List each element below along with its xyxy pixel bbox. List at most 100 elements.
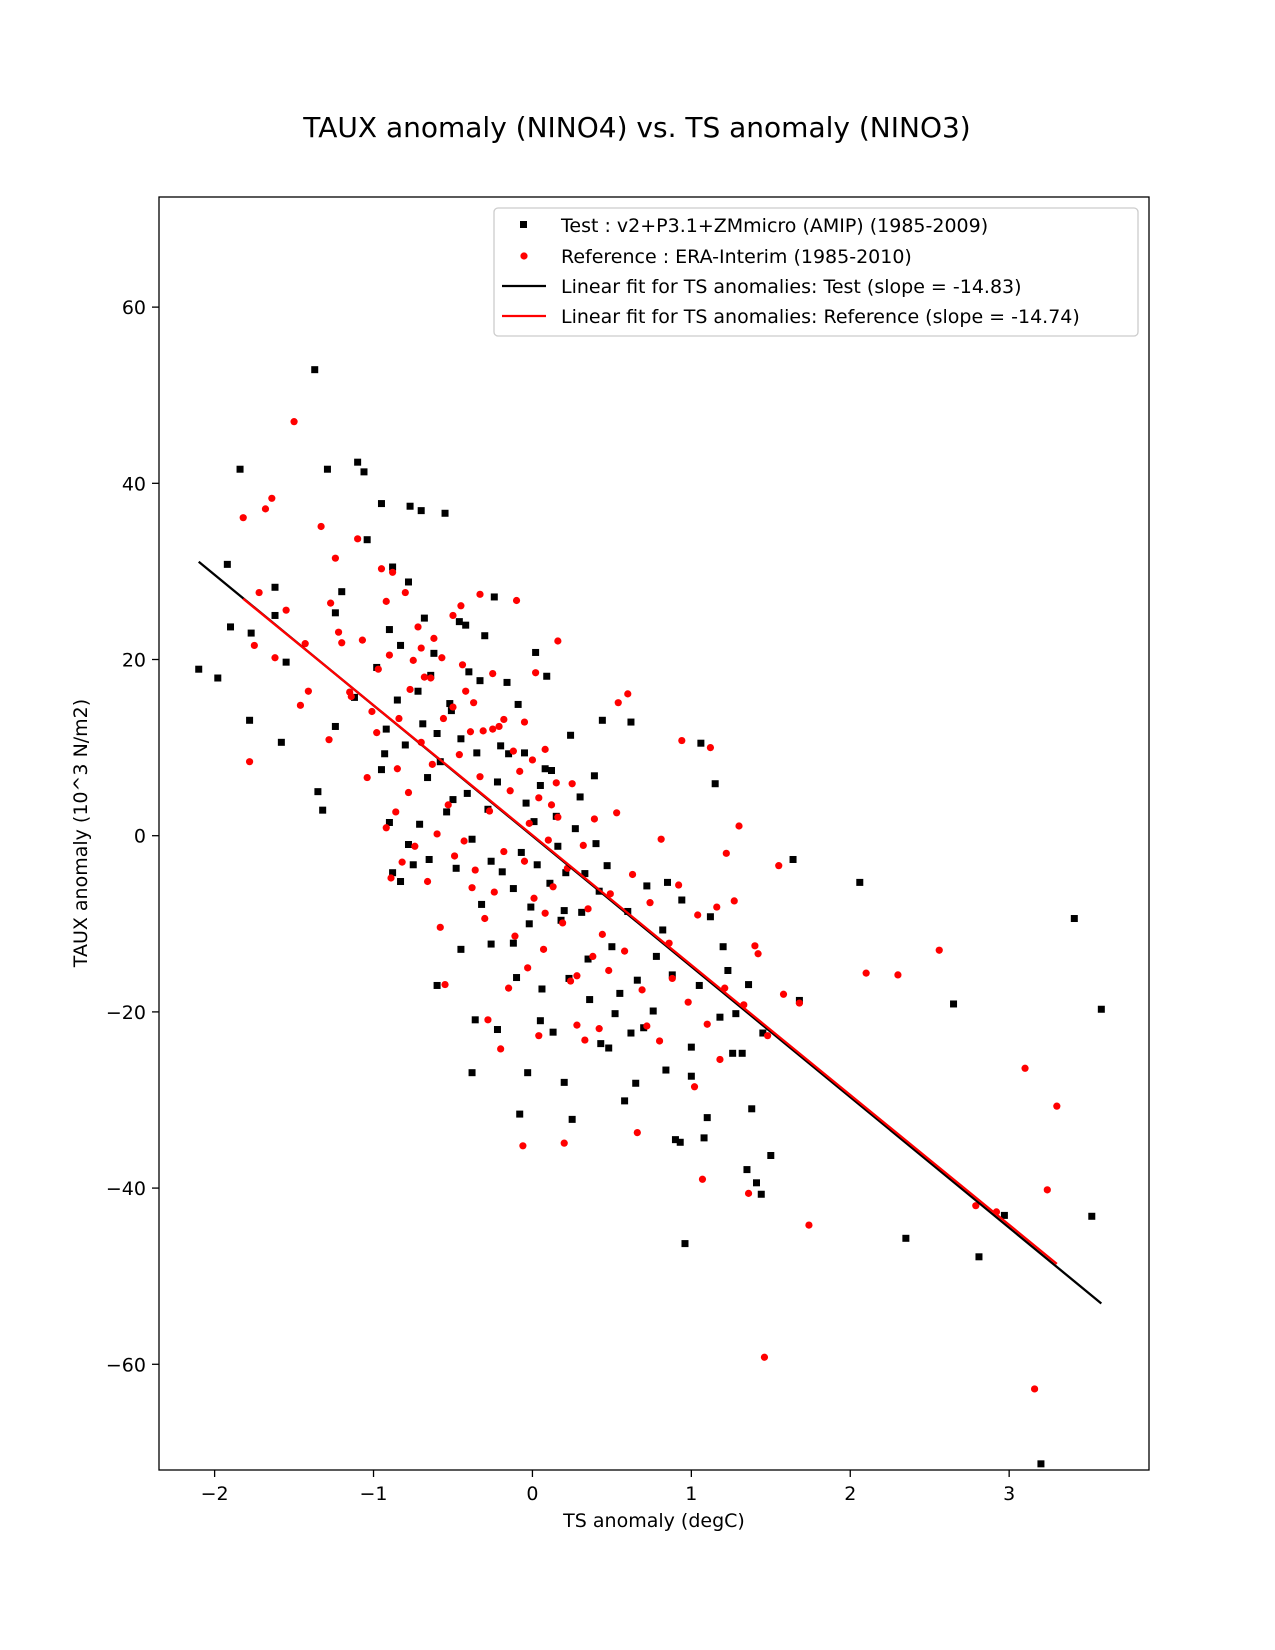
reference-point bbox=[470, 699, 478, 707]
test-point bbox=[473, 749, 481, 757]
reference-point bbox=[489, 670, 497, 678]
test-point bbox=[389, 563, 397, 571]
reference-point bbox=[519, 1142, 527, 1150]
test-point bbox=[678, 896, 686, 904]
y-tick-label: 40 bbox=[122, 473, 146, 495]
test-point bbox=[446, 700, 454, 708]
test-point bbox=[1000, 1211, 1008, 1219]
reference-point bbox=[539, 945, 548, 953]
reference-point bbox=[441, 980, 449, 989]
reference-point bbox=[764, 1032, 772, 1040]
reference-point bbox=[282, 606, 290, 614]
reference-point bbox=[751, 942, 759, 950]
reference-point bbox=[779, 990, 788, 998]
test-point bbox=[455, 618, 463, 626]
test-point bbox=[700, 1134, 708, 1142]
test-point bbox=[425, 855, 433, 863]
reference-point bbox=[552, 779, 560, 787]
reference-point bbox=[894, 971, 902, 979]
reference-point bbox=[455, 751, 463, 759]
test-point bbox=[621, 1097, 629, 1105]
test-point bbox=[546, 879, 554, 887]
reference-point bbox=[290, 418, 298, 426]
test-point bbox=[247, 629, 255, 637]
test-point bbox=[576, 793, 584, 801]
test-point bbox=[385, 626, 393, 634]
test-point bbox=[554, 842, 562, 850]
x-axis: −2 −1 0 1 2 3 bbox=[201, 1470, 1015, 1505]
test-point bbox=[503, 678, 511, 686]
x-tick-label: −1 bbox=[360, 1483, 388, 1505]
reference-point bbox=[535, 794, 543, 802]
reference-point bbox=[512, 596, 521, 605]
test-point bbox=[517, 848, 525, 856]
reference-point bbox=[457, 602, 465, 610]
reference-point bbox=[706, 744, 715, 752]
reference-point bbox=[404, 788, 413, 797]
reference-point bbox=[417, 644, 425, 652]
test-point bbox=[522, 799, 530, 807]
reference-point bbox=[438, 654, 446, 662]
test-point bbox=[468, 835, 476, 843]
reference-point bbox=[595, 1025, 603, 1033]
test-point bbox=[246, 716, 254, 724]
reference-point bbox=[722, 849, 730, 857]
reference-point bbox=[387, 874, 395, 882]
reference-point bbox=[559, 919, 567, 927]
test-point bbox=[632, 1079, 640, 1087]
reference-point bbox=[334, 628, 343, 636]
test-point bbox=[271, 583, 279, 591]
reference-point bbox=[245, 758, 254, 766]
test-point bbox=[509, 939, 517, 947]
test-point bbox=[616, 989, 624, 997]
reference-point bbox=[466, 728, 475, 736]
test-point bbox=[719, 943, 727, 951]
reference-point bbox=[560, 1139, 568, 1147]
reference-point bbox=[1053, 1102, 1061, 1110]
reference-point bbox=[338, 639, 346, 647]
legend: Test : v2+P3.1+ZMmicro (AMIP) (1985-2009… bbox=[493, 207, 1139, 337]
reference-point bbox=[439, 714, 448, 723]
reference-point bbox=[621, 947, 629, 955]
test-point bbox=[567, 731, 575, 739]
reference-points bbox=[239, 418, 1061, 1393]
reference-point bbox=[449, 611, 457, 620]
test-point bbox=[568, 1115, 576, 1123]
test-point bbox=[697, 739, 705, 747]
reference-point bbox=[398, 858, 406, 866]
legend-test-marker bbox=[520, 221, 527, 228]
test-point bbox=[560, 907, 568, 915]
y-tick-label: −20 bbox=[106, 1002, 146, 1024]
reference-point bbox=[296, 701, 305, 709]
test-point bbox=[338, 588, 346, 596]
reference-point bbox=[382, 824, 390, 832]
test-point bbox=[385, 818, 393, 826]
reference-point bbox=[368, 707, 376, 716]
test-point bbox=[377, 500, 385, 508]
reference-point bbox=[1021, 1064, 1029, 1072]
test-point bbox=[227, 623, 235, 631]
reference-point bbox=[754, 950, 762, 958]
reference-point bbox=[646, 899, 654, 907]
reference-point bbox=[568, 780, 576, 788]
reference-point bbox=[373, 729, 381, 737]
test-point bbox=[401, 741, 409, 749]
reference-point bbox=[331, 554, 339, 562]
test-point bbox=[590, 772, 598, 780]
reference-point bbox=[363, 773, 371, 782]
reference-point bbox=[554, 813, 562, 821]
test-point bbox=[695, 981, 703, 989]
test-point bbox=[195, 665, 203, 673]
test-point bbox=[457, 945, 465, 953]
reference-point bbox=[444, 801, 452, 809]
reference-point bbox=[525, 819, 533, 827]
reference-point bbox=[471, 866, 479, 874]
test-point bbox=[360, 468, 368, 476]
reference-point bbox=[528, 756, 537, 764]
x-tick-label: 2 bbox=[844, 1483, 856, 1505]
test-point bbox=[493, 778, 501, 786]
test-point bbox=[743, 1166, 751, 1174]
reference-point bbox=[490, 888, 498, 896]
test-point bbox=[541, 765, 549, 773]
legend-test-label: Test : v2+P3.1+ZMmicro (AMIP) (1985-2009… bbox=[560, 215, 988, 237]
